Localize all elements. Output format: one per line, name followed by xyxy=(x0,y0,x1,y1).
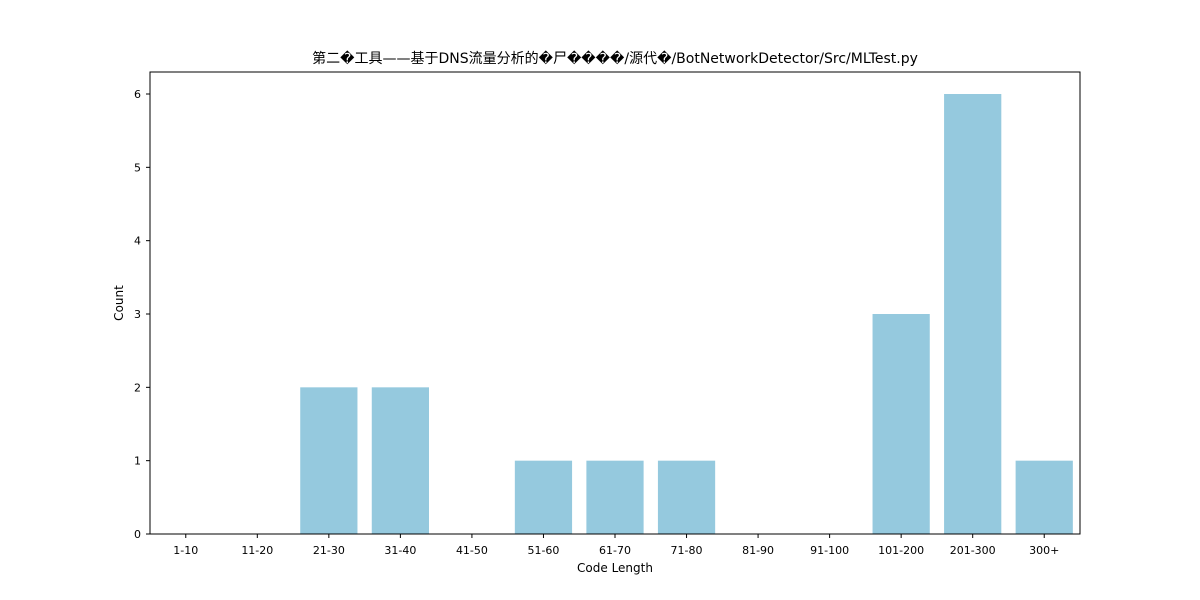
bar-21-30 xyxy=(300,387,358,534)
y-tick-label: 3 xyxy=(134,308,141,321)
bar-201-300 xyxy=(944,94,1002,534)
x-tick-label: 1-10 xyxy=(173,544,198,557)
bar-300plus xyxy=(1015,460,1073,534)
y-axis-label: Count xyxy=(112,285,126,321)
x-tick-label: 91-100 xyxy=(810,544,849,557)
x-tick-label: 71-80 xyxy=(671,544,703,557)
y-axis-ticks: 0 1 2 3 4 5 6 xyxy=(134,88,150,541)
x-tick-label: 41-50 xyxy=(456,544,488,557)
y-tick-label: 1 xyxy=(134,455,141,468)
x-tick-label: 51-60 xyxy=(527,544,559,557)
bar-71-80 xyxy=(657,460,716,534)
bar-101-200 xyxy=(872,314,930,534)
y-tick-label: 6 xyxy=(134,88,141,101)
x-tick-label: 21-30 xyxy=(313,544,345,557)
y-tick-label: 0 xyxy=(134,528,141,541)
x-tick-label: 81-90 xyxy=(742,544,774,557)
x-tick-label: 300+ xyxy=(1029,544,1059,557)
y-tick-label: 4 xyxy=(134,235,141,248)
x-tick-label: 201-300 xyxy=(950,544,996,557)
x-tick-label: 101-200 xyxy=(878,544,924,557)
bars-group xyxy=(300,94,1073,534)
chart-title: 第二�工具——基于DNS流量分析的�尸����/源代�/BotNetworkDe… xyxy=(312,50,918,67)
y-tick-label: 2 xyxy=(134,381,141,394)
bar-31-40 xyxy=(371,387,429,534)
x-axis-label: Code Length xyxy=(577,561,653,575)
x-tick-label: 61-70 xyxy=(599,544,631,557)
x-tick-label: 11-20 xyxy=(241,544,273,557)
bar-61-70 xyxy=(586,460,644,534)
bar-51-60 xyxy=(514,460,573,534)
y-tick-label: 5 xyxy=(134,161,141,174)
x-tick-label: 31-40 xyxy=(384,544,416,557)
x-axis-ticks: 1-10 11-20 21-30 31-40 41-50 51-60 61-70 71-80 8… xyxy=(173,534,1059,557)
